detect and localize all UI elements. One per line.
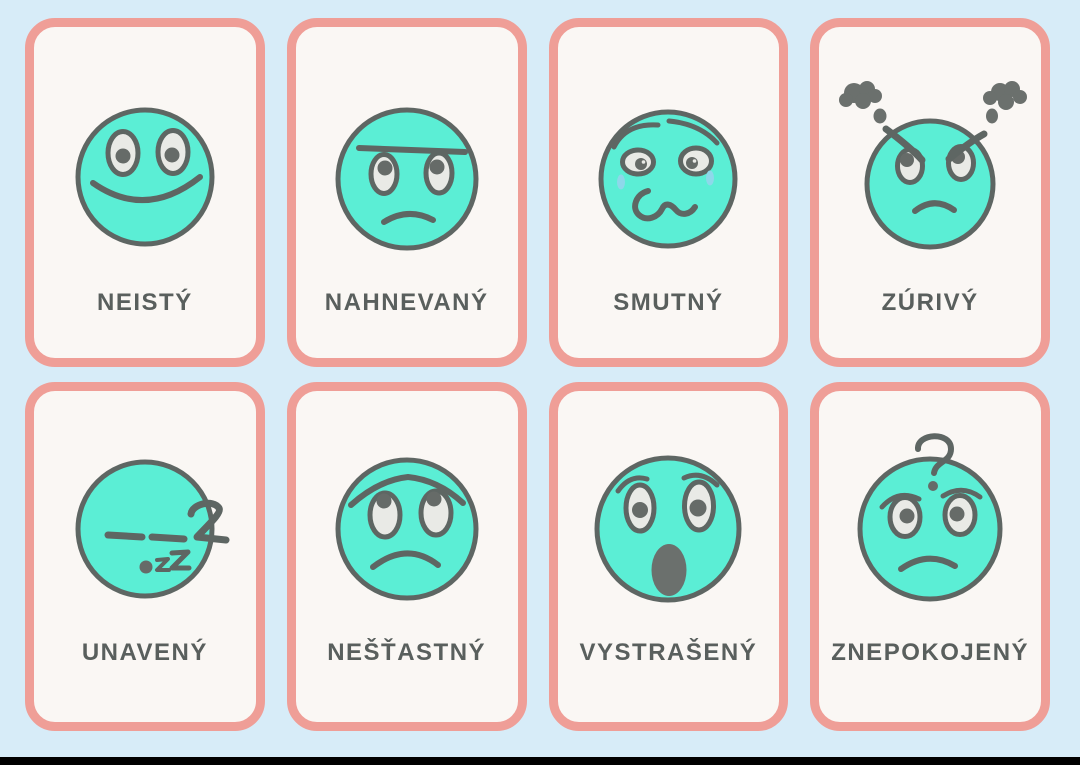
card-smutny: SMUTNÝ: [548, 18, 789, 367]
card-znepokojeny: ZNEPOKOJENÝ: [810, 382, 1050, 731]
card-vystraseny: VYSTRAŠENÝ: [548, 382, 789, 731]
emotion-label: ZNEPOKOJENÝ: [831, 639, 1030, 666]
angry-frown-face-icon: [335, 107, 479, 251]
sad-teary-face-icon: [598, 109, 738, 249]
emotion-label: VYSTRAŠENÝ: [579, 639, 758, 666]
card-nestastny: NEŠŤASTNÝ: [286, 382, 527, 731]
steam-cloud-icon: [839, 81, 1028, 124]
unhappy-face-icon: [335, 457, 479, 601]
emotion-label: NEISTÝ: [97, 289, 193, 316]
emotion-label: NAHNEVANÝ: [324, 289, 489, 316]
furious-face-steam-icon: [839, 81, 1028, 250]
emotion-label: UNAVENÝ: [81, 639, 208, 666]
smiling-face-icon: [75, 107, 215, 247]
worried-face-question-icon: [857, 433, 1003, 602]
card-zurivy: ZÚRIVÝ: [810, 18, 1050, 367]
card-nahnevany: NAHNEVANÝ: [286, 18, 527, 367]
sleepy-face-zzz-icon: [75, 459, 230, 599]
emotion-label: ZÚRIVÝ: [881, 289, 979, 316]
emotion-label: SMUTNÝ: [613, 289, 724, 316]
card-unaveny: UNAVENÝ: [25, 382, 265, 731]
emotion-label: NEŠŤASTNÝ: [327, 639, 487, 666]
bottom-letterbox-bar: [0, 757, 1080, 765]
shocked-face-icon: [594, 455, 742, 603]
card-neisty: NEISTÝ: [25, 18, 265, 367]
